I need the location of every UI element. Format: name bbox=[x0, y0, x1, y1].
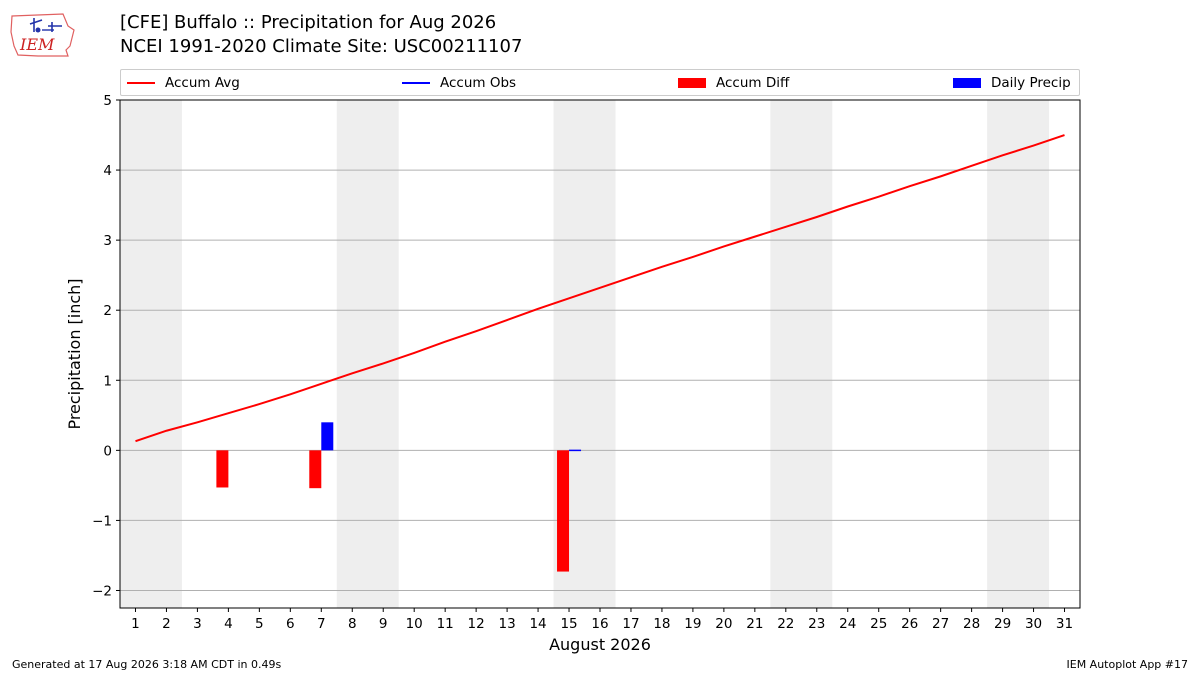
y-tick-label: 3 bbox=[103, 233, 112, 249]
chart-title: [CFE] Buffalo :: Precipitation for Aug 2… bbox=[120, 12, 497, 33]
daily-precip-bar bbox=[569, 449, 582, 452]
x-tick-label: 23 bbox=[808, 616, 825, 632]
weekend-shade bbox=[987, 100, 1050, 608]
x-tick-label: 16 bbox=[591, 616, 608, 632]
weekend-shade bbox=[120, 100, 182, 608]
x-tick-label: 11 bbox=[437, 616, 454, 632]
y-tick-label: 4 bbox=[103, 163, 112, 179]
legend-label-accum-obs: Accum Obs bbox=[440, 74, 517, 91]
chart-legend: Accum Avg Accum Obs Accum Diff Daily Pre… bbox=[120, 69, 1080, 96]
weekend-shade bbox=[770, 100, 833, 608]
x-tick-label: 5 bbox=[255, 616, 264, 632]
legend-item-accum-diff: Accum Diff bbox=[678, 70, 789, 95]
x-tick-label: 31 bbox=[1056, 616, 1073, 632]
x-tick-label: 8 bbox=[348, 616, 357, 632]
svg-text:IEM: IEM bbox=[19, 35, 55, 54]
x-tick-label: 2 bbox=[162, 616, 171, 632]
x-tick-label: 9 bbox=[379, 616, 388, 632]
iem-logo: IEM bbox=[10, 13, 75, 57]
y-tick-label: 0 bbox=[103, 443, 112, 459]
footer-app-text: IEM Autoplot App #17 bbox=[1066, 658, 1189, 671]
x-tick-label: 29 bbox=[994, 616, 1011, 632]
plot-frame bbox=[119, 99, 1081, 609]
x-tick-label: 7 bbox=[317, 616, 326, 632]
accum-diff-bar bbox=[216, 450, 229, 488]
x-tick-label: 26 bbox=[901, 616, 918, 632]
legend-swatch-daily-precip bbox=[953, 77, 981, 88]
x-tick-label: 13 bbox=[499, 616, 516, 632]
legend-swatch-accum-diff bbox=[678, 77, 706, 88]
x-tick-label: 12 bbox=[468, 616, 485, 632]
legend-item-accum-obs: Accum Obs bbox=[402, 70, 516, 95]
legend-label-accum-avg: Accum Avg bbox=[165, 74, 240, 91]
x-axis-label: August 2026 bbox=[549, 635, 651, 654]
x-tick-label: 17 bbox=[622, 616, 639, 632]
x-tick-label: 4 bbox=[224, 616, 233, 632]
x-tick-label: 22 bbox=[777, 616, 794, 632]
footer-generated-text: Generated at 17 Aug 2026 3:18 AM CDT in … bbox=[12, 658, 282, 671]
daily-precip-bar bbox=[321, 422, 334, 451]
x-tick-label: 19 bbox=[684, 616, 701, 632]
x-tick-label: 6 bbox=[286, 616, 295, 632]
y-axis-label: Precipitation [inch] bbox=[65, 278, 84, 429]
legend-label-accum-diff: Accum Diff bbox=[716, 74, 790, 91]
y-tick-label: −1 bbox=[92, 513, 112, 529]
x-tick-label: 21 bbox=[746, 616, 763, 632]
x-tick-label: 27 bbox=[932, 616, 949, 632]
weekend-shade bbox=[336, 100, 399, 608]
x-tick-label: 18 bbox=[653, 616, 670, 632]
x-tick-label: 25 bbox=[870, 616, 887, 632]
x-tick-label: 30 bbox=[1025, 616, 1042, 632]
y-tick-label: 1 bbox=[103, 373, 112, 389]
x-tick-label: 28 bbox=[963, 616, 980, 632]
accum-diff-bar bbox=[557, 450, 570, 572]
x-tick-label: 20 bbox=[715, 616, 732, 632]
y-tick-label: −2 bbox=[92, 583, 112, 599]
x-tick-label: 3 bbox=[193, 616, 202, 632]
x-tick-label: 24 bbox=[839, 616, 856, 632]
legend-swatch-accum-obs bbox=[402, 81, 430, 84]
x-tick-label: 15 bbox=[560, 616, 577, 632]
y-tick-label: 5 bbox=[103, 93, 112, 109]
x-tick-label: 1 bbox=[131, 616, 140, 632]
accum-diff-bar bbox=[309, 450, 322, 489]
chart-subtitle: NCEI 1991-2020 Climate Site: USC00211107 bbox=[120, 36, 523, 57]
x-tick-label: 14 bbox=[529, 616, 546, 632]
accum-avg-line bbox=[135, 134, 1065, 443]
x-tick-label: 10 bbox=[406, 616, 423, 632]
legend-item-accum-avg: Accum Avg bbox=[127, 70, 240, 95]
legend-swatch-accum-avg bbox=[127, 81, 155, 84]
legend-label-daily-precip: Daily Precip bbox=[991, 74, 1071, 91]
legend-item-daily-precip: Daily Precip bbox=[953, 70, 1071, 95]
y-tick-label: 2 bbox=[103, 303, 112, 319]
